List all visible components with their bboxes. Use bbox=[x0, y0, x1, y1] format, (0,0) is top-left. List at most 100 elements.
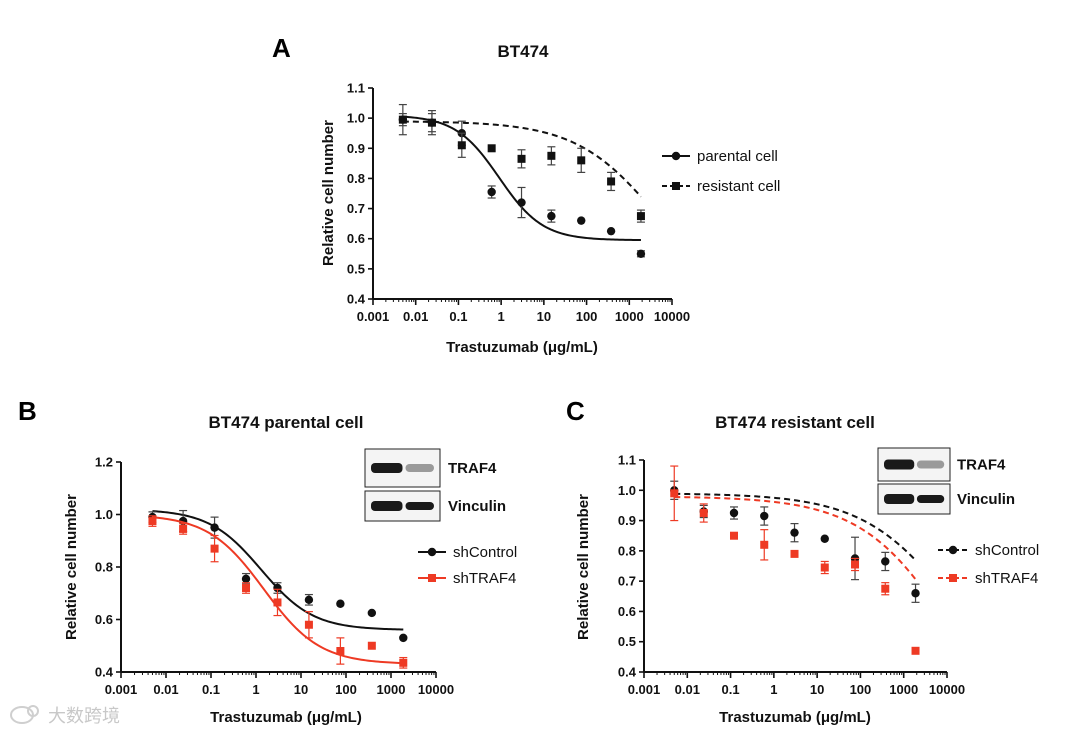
series-resistant-cell: resistant cell bbox=[398, 113, 780, 223]
data-point bbox=[790, 528, 799, 537]
data-point bbox=[517, 198, 526, 207]
x-tick-label: 1000 bbox=[889, 682, 918, 697]
y-tick-label: 0.7 bbox=[618, 574, 636, 589]
data-point bbox=[210, 523, 219, 532]
data-point bbox=[881, 584, 890, 593]
panel-letter: C bbox=[566, 396, 585, 426]
data-point bbox=[336, 599, 345, 608]
series-shtraf4: shTRAF4 bbox=[670, 465, 1038, 655]
blot-band bbox=[884, 494, 915, 504]
data-point bbox=[606, 226, 616, 236]
x-tick-label: 10000 bbox=[654, 309, 690, 324]
data-point bbox=[547, 211, 556, 221]
y-tick-label: 1.0 bbox=[618, 483, 636, 498]
y-axis-label: Relative cell number bbox=[575, 494, 592, 640]
legend-label: shTRAF4 bbox=[975, 570, 1038, 587]
data-point bbox=[399, 658, 408, 667]
data-point bbox=[851, 560, 860, 569]
y-tick-label: 0.6 bbox=[618, 604, 636, 619]
data-point bbox=[911, 646, 920, 655]
x-tick-label: 0.01 bbox=[403, 309, 428, 324]
x-tick-label: 100 bbox=[335, 682, 357, 697]
blot-band bbox=[405, 502, 434, 510]
x-tick-label: 0.001 bbox=[105, 682, 138, 697]
panel-letter: A bbox=[272, 33, 291, 63]
data-point bbox=[881, 557, 890, 566]
chart-panel-b: B BT474 parental cell 0.4 0.6 0.8 1.0 1.2 0.001… bbox=[18, 396, 517, 726]
western-blot-inset: TRAF4 Vinculin bbox=[877, 447, 1015, 515]
x-tick-label: 0.01 bbox=[153, 682, 178, 697]
data-point bbox=[457, 141, 466, 150]
y-tick-label: 0.5 bbox=[347, 261, 365, 276]
x-tick-label: 1000 bbox=[615, 309, 644, 324]
legend-marker bbox=[672, 182, 680, 190]
blot-label: Vinculin bbox=[957, 491, 1015, 508]
y-tick-label: 0.8 bbox=[95, 560, 113, 575]
blot-band bbox=[371, 501, 403, 511]
fit-curve bbox=[674, 496, 917, 580]
chart-title: BT474 parental cell bbox=[209, 413, 364, 432]
y-tick-label: 0.4 bbox=[347, 292, 366, 307]
y-tick-label: 0.7 bbox=[347, 201, 365, 216]
y-tick-label: 0.9 bbox=[347, 141, 365, 156]
western-blot-inset: TRAF4 Vinculin bbox=[364, 448, 506, 522]
y-tick-label: 0.4 bbox=[618, 665, 637, 680]
legend-marker bbox=[671, 151, 681, 161]
data-point bbox=[607, 177, 616, 186]
y-tick-label: 1.2 bbox=[95, 455, 113, 470]
data-point bbox=[399, 633, 408, 643]
data-point bbox=[729, 508, 739, 518]
x-tick-label: 1 bbox=[770, 682, 777, 697]
blot-band bbox=[405, 464, 434, 472]
x-tick-label: 100 bbox=[576, 309, 598, 324]
y-tick-label: 0.6 bbox=[347, 231, 365, 246]
data-point bbox=[304, 595, 314, 605]
data-point bbox=[911, 589, 920, 598]
blot-label: Vinculin bbox=[448, 498, 506, 515]
data-point bbox=[487, 144, 496, 153]
chart-title: BT474 bbox=[497, 42, 549, 61]
y-tick-label: 1.0 bbox=[347, 111, 365, 126]
x-tick-label: 1 bbox=[498, 309, 505, 324]
data-point bbox=[487, 187, 496, 197]
legend-marker bbox=[949, 574, 957, 582]
x-tick-label: 1 bbox=[252, 682, 259, 697]
x-tick-label: 10000 bbox=[418, 682, 454, 697]
y-tick-label: 1.0 bbox=[95, 507, 113, 522]
blot-band bbox=[884, 459, 915, 470]
cloud-logo-icon-part bbox=[27, 705, 39, 717]
x-tick-label: 0.001 bbox=[628, 682, 661, 697]
x-tick-label: 0.001 bbox=[357, 309, 390, 324]
fit-curve bbox=[674, 492, 917, 561]
y-tick-label: 1.1 bbox=[618, 453, 636, 468]
legend-marker bbox=[427, 547, 437, 557]
data-point bbox=[398, 115, 407, 124]
x-tick-label: 10000 bbox=[929, 682, 965, 697]
data-point bbox=[547, 151, 556, 160]
panel-letter: B bbox=[18, 396, 37, 426]
x-tick-label: 100 bbox=[850, 682, 872, 697]
data-point bbox=[820, 534, 829, 543]
blot-band bbox=[371, 463, 403, 473]
data-point bbox=[670, 489, 679, 498]
data-point bbox=[577, 156, 586, 165]
x-tick-label: 1000 bbox=[377, 682, 406, 697]
x-tick-label: 10 bbox=[294, 682, 308, 697]
legend-marker bbox=[948, 545, 958, 555]
y-tick-label: 0.8 bbox=[618, 543, 636, 558]
series-shtraf4: shTRAF4 bbox=[148, 515, 516, 669]
data-point bbox=[790, 549, 799, 558]
data-point bbox=[367, 641, 376, 650]
watermark: 大数跨境 bbox=[10, 705, 120, 726]
chart-panel-a: A BT474 0.4 0.5 0.6 0.7 0.8 0.9 1.0 1.1 0.001 0.01 0… bbox=[272, 33, 780, 356]
legend-label: shTRAF4 bbox=[453, 570, 516, 587]
x-tick-label: 0.1 bbox=[202, 682, 220, 697]
data-point bbox=[729, 531, 738, 540]
data-point bbox=[577, 216, 586, 225]
data-point bbox=[148, 517, 157, 526]
blot-band bbox=[916, 495, 945, 503]
y-tick-label: 0.8 bbox=[347, 171, 365, 186]
blot-label: TRAF4 bbox=[448, 460, 497, 477]
x-tick-label: 0.01 bbox=[675, 682, 700, 697]
data-point bbox=[273, 598, 282, 607]
